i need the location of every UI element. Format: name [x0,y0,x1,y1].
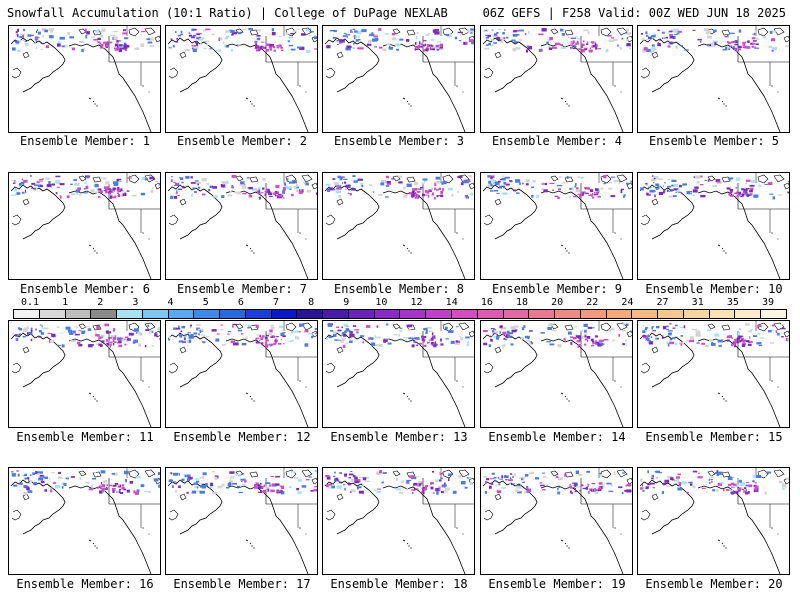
ensemble-map-panel [480,172,633,280]
ensemble-member-label: Ensemble Member: 16 [16,577,154,591]
ensemble-member-label: Ensemble Member: 11 [16,430,154,444]
ensemble-member-label: Ensemble Member: 17 [173,577,311,591]
colorbar-tick-label: 8 [308,297,315,308]
ensemble-map-panel [322,320,475,428]
ensemble-map-panel [637,172,790,280]
colorbar-tick-label: 2 [97,297,104,308]
colorbar-swatch [168,310,195,318]
colorbar-tick-label: 24 [621,297,634,308]
ensemble-map-panel [480,467,633,575]
colorbar-tick-label: 3 [132,297,139,308]
ensemble-member-label: Ensemble Member: 14 [488,430,626,444]
colorbar-swatch [65,310,92,318]
header: Snowfall Accumulation (10:1 Ratio) | Col… [0,0,800,24]
colorbar-swatch [735,310,762,318]
colorbar-tick-label: 20 [551,297,564,308]
ensemble-member-label: Ensemble Member: 12 [173,430,311,444]
colorbar-swatch [142,310,169,318]
colorbar-swatch [632,310,659,318]
colorbar-tick-label: 7 [272,297,280,308]
colorbar-tick-label: 10 [375,297,388,308]
colorbar-tick-label: 14 [445,297,458,308]
ensemble-member-label: Ensemble Member: 15 [645,430,783,444]
colorbar-tick-label: 31 [691,297,704,308]
colorbar-swatch [709,310,736,318]
ensemble-map-panel [165,320,318,428]
run-valid-time: 06Z GEFS | F258 Valid: 00Z WED JUN 18 20… [482,6,786,20]
colorbar-swatch [117,310,143,318]
colorbar-swatch [606,310,633,318]
ensemble-member-label: Ensemble Member: 5 [648,134,780,148]
colorbar-tick-label: 1 [62,297,69,308]
map-title: Snowfall Accumulation (10:1 Ratio) | Col… [7,6,448,20]
ensemble-member-label: Ensemble Member: 19 [488,577,626,591]
colorbar-tick-label: 5 [202,297,209,308]
colorbar: 0.1 1 2 3 4 5 6 7 8 9 10 12 14 16 18 20 22 24 27 31 35 39 [13,297,787,319]
colorbar-tick-label: 12 [410,297,423,308]
ensemble-map-panel [480,320,633,428]
colorbar-labels: 0.1 1 2 3 4 5 6 7 8 9 10 12 14 16 18 20 22 24 27 31 35 39 [13,297,785,308]
colorbar-tick-label: 4 [167,297,174,308]
ensemble-map-panel [8,320,161,428]
ensemble-member-label: Ensemble Member: 1 [19,134,151,148]
colorbar-tick-label: 6 [237,297,244,308]
colorbar-tick-label: 16 [480,297,493,308]
colorbar-tick-label: 18 [515,297,529,308]
colorbar-tick-label: 0.1 [20,297,40,308]
ensemble-map-panel [165,172,318,280]
ensemble-member-label: Ensemble Member: 10 [645,282,783,296]
ensemble-map-panel [8,467,161,575]
colorbar-swatch [761,310,786,318]
colorbar-swatch [426,310,453,318]
colorbar-swatch [91,310,118,318]
ensemble-map-panel [322,25,475,133]
colorbar-boxes [13,309,787,319]
colorbar-swatch [529,310,556,318]
ensemble-map-panel [165,25,318,133]
colorbar-swatch [14,310,40,318]
ensemble-member-label: Ensemble Member: 2 [176,134,308,148]
colorbar-swatch [271,310,298,318]
ensemble-member-label: Ensemble Member: 4 [491,134,623,148]
ensemble-map-panel [322,467,475,575]
ensemble-map-panel [637,25,790,133]
colorbar-tick-label: 27 [656,297,669,308]
colorbar-swatch [477,310,504,318]
ensemble-member-label: Ensemble Member: 9 [491,282,623,296]
colorbar-swatch [194,310,221,318]
colorbar-swatch [503,310,530,318]
colorbar-swatch [245,310,272,318]
ensemble-member-label: Ensemble Member: 6 [19,282,151,296]
colorbar-tick-label: 9 [343,297,350,308]
colorbar-swatch [348,310,375,318]
colorbar-swatch [555,310,581,318]
ensemble-member-label: Ensemble Member: 3 [333,134,465,148]
colorbar-tick-label: 39 [761,297,775,308]
ensemble-map-panel [322,172,475,280]
colorbar-tick-label: 22 [586,297,599,308]
ensemble-member-label: Ensemble Member: 7 [176,282,308,296]
colorbar-swatch [220,310,246,318]
ensemble-map-panel [8,25,161,133]
ensemble-map-panel [165,467,318,575]
colorbar-swatch [39,310,66,318]
colorbar-swatch [400,310,427,318]
colorbar-swatch [452,310,478,318]
ensemble-member-label: Ensemble Member: 20 [645,577,783,591]
colorbar-swatch [658,310,684,318]
colorbar-swatch [323,310,349,318]
colorbar-swatch [683,310,710,318]
ensemble-map-panel [637,320,790,428]
ensemble-map-panel [480,25,633,133]
colorbar-swatch [580,310,607,318]
ensemble-map-panel [637,467,790,575]
colorbar-tick-label: 35 [726,297,739,308]
ensemble-map-panel [8,172,161,280]
ensemble-member-label: Ensemble Member: 13 [330,430,468,444]
ensemble-member-label: Ensemble Member: 8 [333,282,465,296]
colorbar-swatch [374,310,401,318]
ensemble-member-label: Ensemble Member: 18 [330,577,468,591]
colorbar-swatch [297,310,324,318]
